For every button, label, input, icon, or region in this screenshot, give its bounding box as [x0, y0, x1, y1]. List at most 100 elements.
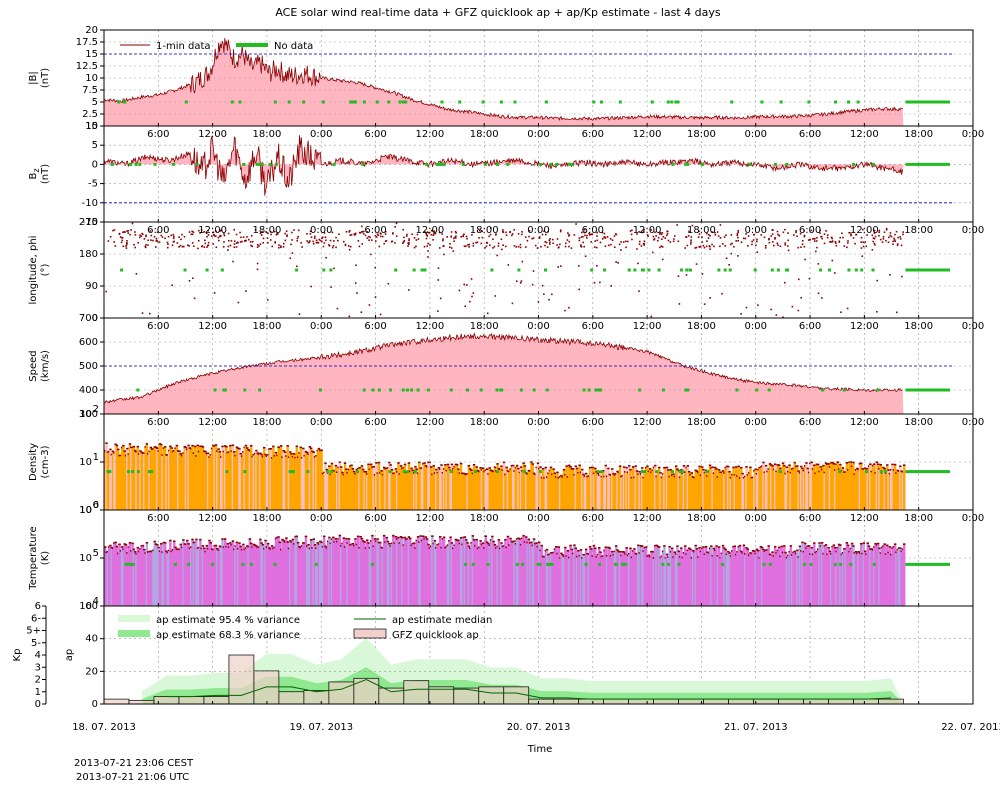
phi-point	[641, 231, 644, 234]
trace-temperature	[862, 542, 866, 544]
phi-point	[901, 275, 903, 278]
bar-density	[601, 470, 605, 510]
trace-temperature	[733, 545, 736, 548]
hour-tick-label: 18:00	[904, 129, 933, 140]
trace-density	[693, 476, 696, 479]
trace-density	[306, 451, 309, 454]
phi-point	[416, 233, 419, 236]
bar-temperature	[165, 551, 168, 606]
trace-density	[363, 470, 366, 473]
bar-density	[502, 462, 506, 510]
bar-density	[455, 464, 459, 510]
phi-point	[178, 236, 180, 238]
no-data-marker	[306, 470, 310, 474]
trace-density	[355, 468, 358, 471]
phi-point	[261, 230, 263, 233]
ap-bar	[878, 698, 904, 704]
no-data-marker	[847, 268, 851, 272]
bar-density	[489, 470, 493, 510]
trace-density	[386, 467, 390, 469]
phi-point	[468, 243, 471, 246]
trace-density	[420, 467, 424, 469]
trace-density	[248, 450, 252, 452]
phi-point	[156, 240, 159, 243]
phi-point	[134, 234, 137, 236]
bar-temperature	[480, 544, 484, 606]
bar-temperature	[278, 542, 282, 606]
bar-temperature	[395, 539, 399, 606]
phi-point	[801, 239, 804, 242]
bar-density	[380, 470, 383, 510]
trace-temperature	[401, 536, 404, 539]
trace-density	[766, 470, 769, 473]
phi-point	[223, 233, 225, 235]
bar-density	[536, 463, 540, 510]
no-data-marker	[449, 388, 453, 392]
bar-temperature	[547, 554, 550, 606]
phi-point	[659, 246, 661, 249]
trace-temperature	[502, 545, 506, 547]
bar-density	[381, 474, 385, 510]
phi-point	[364, 234, 367, 237]
bar-temperature	[488, 545, 491, 606]
ap-bar	[403, 680, 430, 704]
bar-density	[193, 446, 197, 510]
phi-point	[494, 295, 497, 297]
bar-temperature	[204, 551, 207, 606]
trace-density	[479, 466, 482, 469]
bar-density	[229, 445, 232, 510]
trace-temperature	[105, 551, 108, 554]
phi-point	[150, 239, 152, 241]
bar-density	[605, 476, 609, 510]
y-axis-label-temperature: Temperature	[28, 526, 39, 590]
bar-temperature	[222, 547, 226, 606]
phi-point	[840, 311, 842, 314]
trace-temperature	[734, 553, 738, 556]
no-data-marker	[515, 562, 519, 566]
bar-temperature	[561, 554, 564, 606]
phi-point	[860, 247, 863, 249]
bar-temperature	[306, 546, 309, 606]
trace-density	[751, 476, 755, 479]
no-data-marker	[833, 100, 837, 104]
phi-point	[167, 235, 170, 238]
bar-density	[144, 446, 147, 510]
bar-temperature	[114, 542, 117, 606]
bar-density	[883, 468, 886, 510]
trace-temperature	[425, 538, 429, 540]
trace-density	[130, 446, 133, 449]
bar-temperature	[806, 546, 809, 606]
trace-density	[547, 472, 550, 475]
phi-point	[568, 240, 571, 243]
phi-point	[889, 232, 892, 234]
phi-point	[742, 237, 745, 240]
bar-density	[525, 472, 528, 510]
trace-density	[724, 466, 727, 469]
trace-density	[659, 471, 662, 474]
trace-density	[767, 468, 770, 470]
phi-point	[144, 245, 147, 248]
bar-temperature	[405, 539, 408, 606]
bar-density	[738, 477, 742, 510]
trace-density	[833, 469, 837, 471]
bar-density	[253, 453, 257, 510]
bar-density	[104, 450, 107, 510]
trace-temperature	[654, 544, 657, 547]
no-data-marker	[147, 470, 151, 474]
bar-density	[837, 468, 841, 510]
phi-point	[861, 255, 864, 257]
phi-point	[333, 267, 335, 270]
no-data-marker	[618, 100, 622, 104]
trace-density	[470, 469, 473, 471]
trace-temperature	[866, 542, 869, 544]
phi-point	[237, 241, 239, 244]
bar-density	[220, 457, 223, 510]
trace-density	[531, 463, 534, 465]
bar-temperature	[398, 542, 401, 606]
kp-tick-label: 3	[35, 662, 41, 673]
trace-density	[637, 473, 640, 475]
no-data-marker	[318, 388, 322, 392]
phi-point	[753, 233, 755, 236]
phi-point	[391, 240, 394, 243]
phi-point	[239, 241, 242, 243]
